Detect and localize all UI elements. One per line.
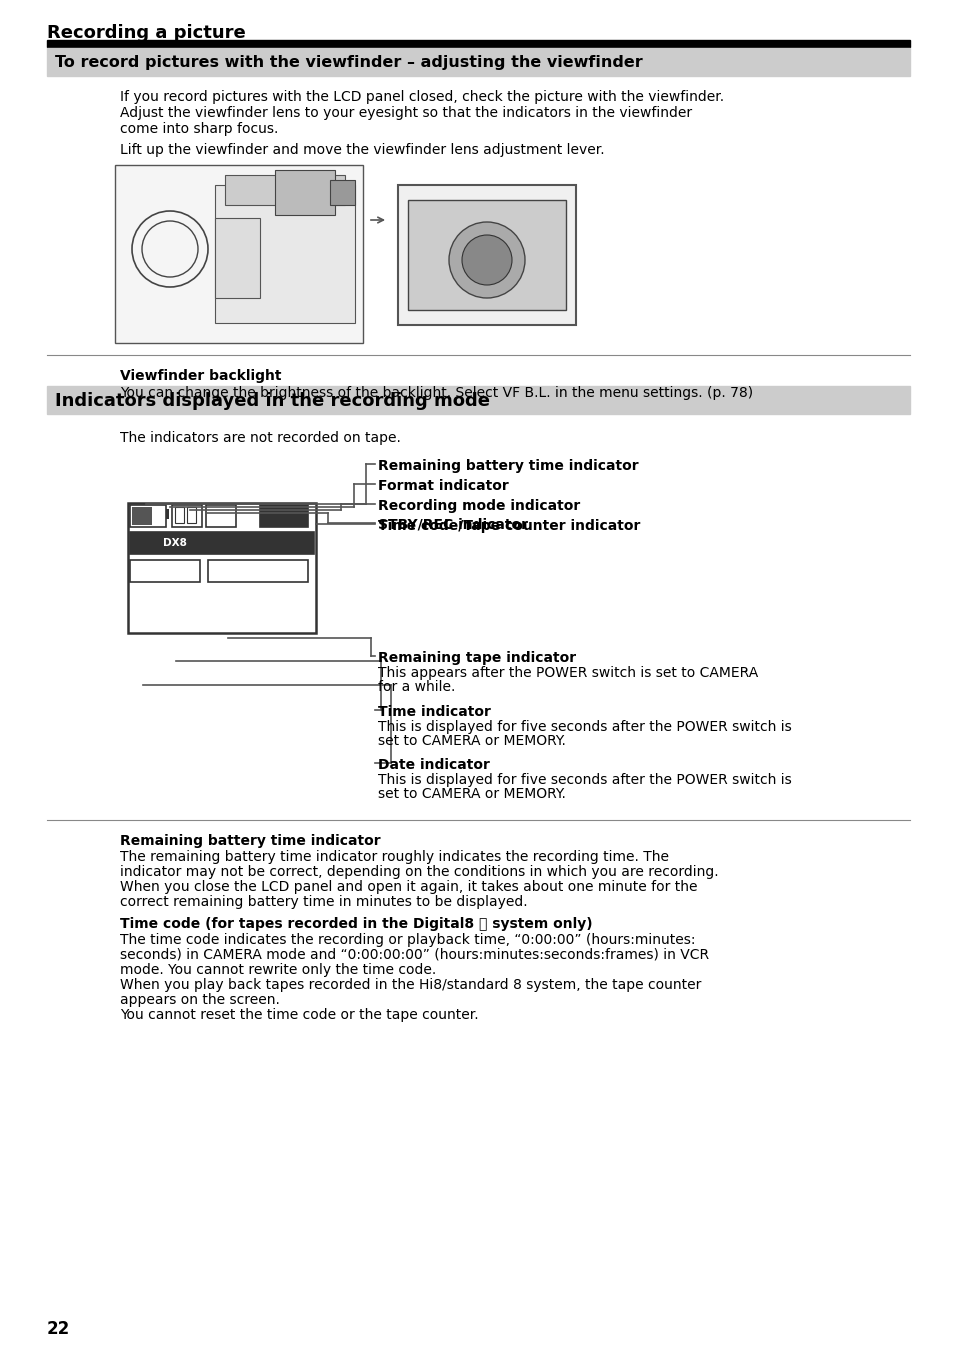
Bar (214, 218, 260, 297)
Text: This is displayed for five seconds after the POWER switch is: This is displayed for five seconds after… (377, 773, 791, 787)
Text: mode. You cannot rewrite only the time code.: mode. You cannot rewrite only the time c… (120, 963, 436, 977)
Bar (115, 165, 363, 343)
Bar (128, 503, 315, 633)
Text: The remaining battery time indicator roughly indicates the recording time. The: The remaining battery time indicator rou… (120, 850, 668, 864)
Text: Indicators displayed in the recording mode: Indicators displayed in the recording mo… (55, 392, 490, 410)
Text: When you close the LCD panel and open it again, it takes about one minute for th: When you close the LCD panel and open it… (120, 880, 697, 894)
Bar (172, 506, 202, 527)
Bar (397, 185, 576, 324)
Bar (166, 508, 169, 519)
Bar (132, 507, 152, 525)
Text: You cannot reset the time code or the tape counter.: You cannot reset the time code or the ta… (120, 1009, 478, 1022)
Bar (408, 200, 565, 310)
Bar (47, 387, 909, 414)
Bar (214, 185, 355, 323)
Bar (47, 49, 909, 76)
Text: Remaining battery time indicator: Remaining battery time indicator (377, 458, 638, 473)
Text: This is displayed for five seconds after the POWER switch is: This is displayed for five seconds after… (377, 721, 791, 734)
Text: correct remaining battery time in minutes to be displayed.: correct remaining battery time in minute… (120, 895, 527, 909)
Bar (47, 41, 909, 47)
Text: set to CAMERA or MEMORY.: set to CAMERA or MEMORY. (377, 734, 565, 748)
Bar (330, 180, 355, 206)
Bar (130, 560, 200, 581)
Bar (208, 560, 308, 581)
Text: Time code/Tape counter indicator: Time code/Tape counter indicator (377, 519, 639, 533)
Text: come into sharp focus.: come into sharp focus. (120, 122, 278, 137)
Text: Recording a picture: Recording a picture (47, 24, 246, 42)
Text: DX8: DX8 (163, 538, 187, 548)
Text: Viewfinder backlight: Viewfinder backlight (120, 369, 281, 383)
Bar (187, 507, 195, 523)
Text: Adjust the viewfinder lens to your eyesight so that the indicators in the viewfi: Adjust the viewfinder lens to your eyesi… (120, 105, 691, 120)
Text: Lift up the viewfinder and move the viewfinder lens adjustment lever.: Lift up the viewfinder and move the view… (120, 143, 604, 157)
Bar (130, 531, 314, 554)
Text: This appears after the POWER switch is set to CAMERA: This appears after the POWER switch is s… (377, 667, 758, 680)
Text: for a while.: for a while. (377, 680, 455, 694)
Text: To record pictures with the viewfinder – adjusting the viewfinder: To record pictures with the viewfinder –… (55, 55, 642, 70)
Text: Time indicator: Time indicator (377, 704, 491, 719)
Text: Time code (for tapes recorded in the Digital8 ⓗ system only): Time code (for tapes recorded in the Dig… (120, 917, 592, 932)
Text: If you record pictures with the LCD panel closed, check the picture with the vie: If you record pictures with the LCD pane… (120, 91, 723, 104)
Text: set to CAMERA or MEMORY.: set to CAMERA or MEMORY. (377, 787, 565, 800)
Bar (274, 170, 335, 215)
Text: Remaining battery time indicator: Remaining battery time indicator (120, 834, 380, 848)
Text: appears on the screen.: appears on the screen. (120, 992, 279, 1007)
Bar (206, 506, 235, 527)
Text: STBY/REC indicator: STBY/REC indicator (377, 518, 527, 531)
Bar (225, 174, 345, 206)
Text: Recording mode indicator: Recording mode indicator (377, 499, 579, 512)
Text: You can change the brightness of the backlight. Select VF B.L. in the menu setti: You can change the brightness of the bac… (120, 387, 752, 400)
Text: seconds) in CAMERA mode and “0:00:00:00” (hours:minutes:seconds:frames) in VCR: seconds) in CAMERA mode and “0:00:00:00”… (120, 948, 708, 963)
Text: The indicators are not recorded on tape.: The indicators are not recorded on tape. (120, 431, 400, 445)
Text: When you play back tapes recorded in the Hi8/standard 8 system, the tape counter: When you play back tapes recorded in the… (120, 977, 700, 992)
Text: Format indicator: Format indicator (377, 479, 508, 493)
Bar (130, 506, 166, 527)
Bar (174, 507, 184, 523)
Text: Remaining tape indicator: Remaining tape indicator (377, 652, 576, 665)
Text: Date indicator: Date indicator (377, 758, 489, 772)
Circle shape (461, 235, 512, 285)
Text: The time code indicates the recording or playback time, “0:00:00” (hours:minutes: The time code indicates the recording or… (120, 933, 695, 946)
Text: 22: 22 (47, 1320, 71, 1338)
Text: indicator may not be correct, depending on the conditions in which you are recor: indicator may not be correct, depending … (120, 865, 718, 879)
Bar (260, 506, 308, 527)
Circle shape (449, 222, 524, 297)
